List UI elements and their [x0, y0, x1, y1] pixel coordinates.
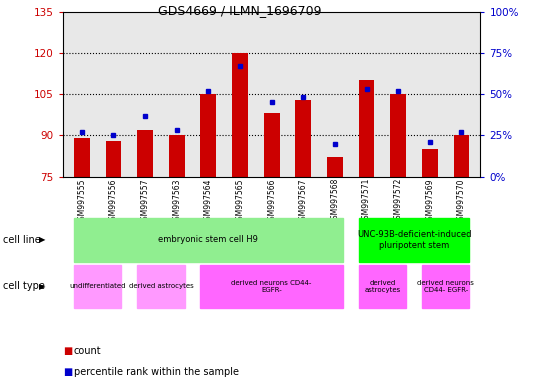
Bar [454, 136, 470, 177]
Bar [169, 136, 185, 177]
Bar [105, 141, 121, 177]
Bar [74, 138, 90, 177]
Text: percentile rank within the sample: percentile rank within the sample [74, 367, 239, 377]
Text: cell type: cell type [3, 281, 45, 291]
Bar [422, 149, 438, 177]
Text: ■: ■ [63, 367, 72, 377]
Text: undifferentiated: undifferentiated [69, 283, 126, 289]
Text: count: count [74, 346, 102, 356]
Bar [295, 99, 311, 177]
Text: GDS4669 / ILMN_1696709: GDS4669 / ILMN_1696709 [158, 4, 322, 17]
Bar [200, 94, 216, 177]
Bar [137, 130, 153, 177]
Text: derived astrocytes: derived astrocytes [128, 283, 193, 289]
Bar [327, 157, 343, 177]
Text: ▶: ▶ [39, 281, 46, 291]
Text: embryonic stem cell H9: embryonic stem cell H9 [158, 235, 258, 245]
Text: UNC-93B-deficient-induced
pluripotent stem: UNC-93B-deficient-induced pluripotent st… [357, 230, 471, 250]
Text: ▶: ▶ [39, 235, 46, 245]
Text: derived neurons CD44-
EGFR-: derived neurons CD44- EGFR- [232, 280, 312, 293]
Text: ■: ■ [63, 346, 72, 356]
Bar [232, 53, 248, 177]
Bar [390, 94, 406, 177]
Text: derived
astrocytes: derived astrocytes [364, 280, 401, 293]
Bar [264, 113, 280, 177]
Text: cell line: cell line [3, 235, 40, 245]
Text: derived neurons
CD44- EGFR-: derived neurons CD44- EGFR- [417, 280, 474, 293]
Bar [359, 80, 375, 177]
